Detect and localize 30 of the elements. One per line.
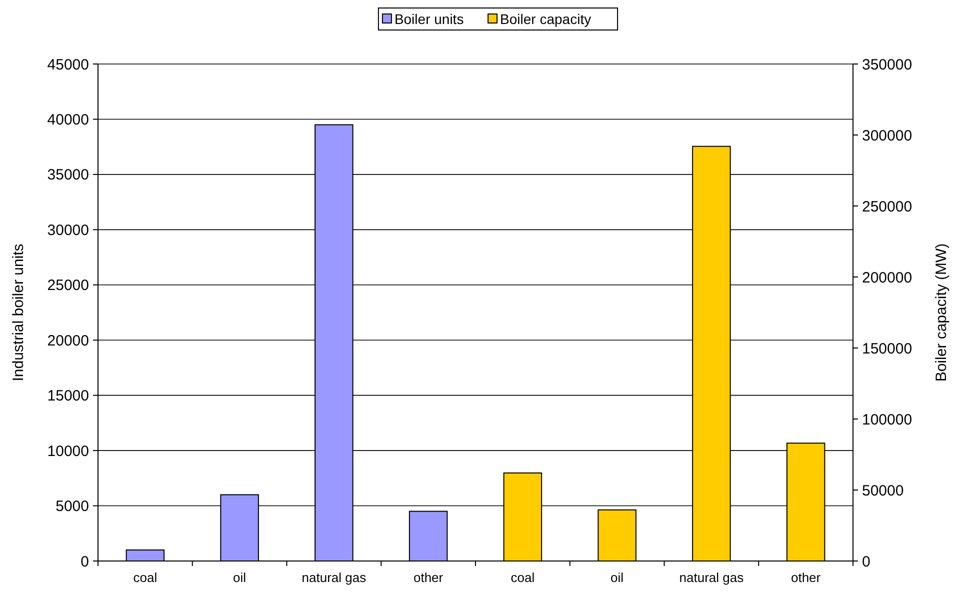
y-tick-label: 20000 xyxy=(47,332,89,350)
x-tick-label: other xyxy=(413,570,444,585)
y-tick-label: 15000 xyxy=(47,388,89,405)
y2-tick-label: 300000 xyxy=(862,127,912,144)
y-tick-label: 0 xyxy=(80,553,89,570)
y-tick-label: 45000 xyxy=(47,56,89,74)
y2-tick-label: 250000 xyxy=(862,198,912,216)
y-tick-label: 30000 xyxy=(47,222,89,239)
y-tick-label: 25000 xyxy=(47,277,89,294)
x-tick-label: coal xyxy=(133,570,158,585)
y2-tick-label: 150000 xyxy=(862,340,912,358)
y2-tick-label: 350000 xyxy=(862,56,912,74)
x-tick-label: oil xyxy=(233,570,246,585)
y2-tick-label: 200000 xyxy=(862,269,912,286)
x-tick-label: other xyxy=(790,570,822,585)
y2-axis-title: Boiler capacity (MW) xyxy=(933,243,950,382)
y-axis-title: Industrial boiler units xyxy=(10,244,27,382)
y2-tick-label: 50000 xyxy=(862,482,904,500)
y-tick-label: 10000 xyxy=(47,442,89,460)
y-tick-label: 40000 xyxy=(47,111,89,128)
legend-label: Boiler units xyxy=(394,11,464,27)
y-tick-label: 35000 xyxy=(47,166,89,184)
y2-tick-label: 100000 xyxy=(862,411,912,428)
x-tick-label: oil xyxy=(610,570,624,585)
y2-tick-label: 0 xyxy=(862,553,870,570)
x-tick-label: natural gas xyxy=(302,570,367,585)
x-tick-label: coal xyxy=(510,570,535,585)
y-tick-label: 5000 xyxy=(56,498,89,516)
legend-label: Boiler capacity xyxy=(500,11,592,27)
x-tick-label: natural gas xyxy=(679,570,744,585)
